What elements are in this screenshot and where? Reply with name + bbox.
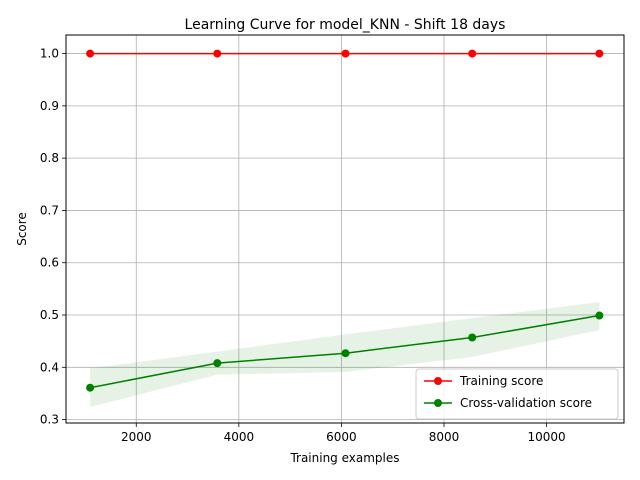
data-point <box>86 49 95 58</box>
data-point <box>468 49 477 58</box>
x-tick-label: 4000 <box>224 430 255 444</box>
series-points <box>86 49 604 392</box>
y-axis-ticks: 0.3 0.4 0.5 0.6 0.7 0.8 0.9 1.0 <box>40 47 66 427</box>
data-point <box>468 333 477 342</box>
y-tick-label: 0.8 <box>40 151 59 165</box>
x-tick-label: 6000 <box>326 430 357 444</box>
legend-box <box>415 368 619 420</box>
x-tick-label: 10000 <box>527 430 565 444</box>
chart-title: Learning Curve for model_KNN - Shift 18 … <box>185 17 506 33</box>
x-axis-ticks: 2000 4000 6000 8000 10000 <box>121 423 566 444</box>
legend-label: Training score <box>459 374 543 388</box>
plot-frame <box>65 34 625 424</box>
legend-marker <box>434 399 442 407</box>
legend: Training score Cross-validation score <box>415 368 619 420</box>
data-point <box>213 359 222 368</box>
data-point <box>595 49 604 58</box>
y-tick-label: 1.0 <box>40 47 59 61</box>
data-point <box>86 383 95 392</box>
data-point <box>341 349 350 358</box>
y-tick-label: 0.9 <box>40 99 59 113</box>
y-tick-label: 0.6 <box>40 256 59 270</box>
y-tick-label: 0.3 <box>40 413 59 427</box>
y-tick-label: 0.7 <box>40 203 59 217</box>
y-axis-label: Score <box>15 212 29 246</box>
data-point <box>213 49 222 58</box>
data-point <box>595 311 604 320</box>
legend-marker <box>434 377 442 385</box>
y-tick-label: 0.4 <box>40 360 59 374</box>
x-tick-label: 2000 <box>121 430 152 444</box>
x-tick-label: 8000 <box>429 430 460 444</box>
legend-label: Cross-validation score <box>460 396 592 410</box>
data-point <box>341 49 350 58</box>
x-axis-label: Training examples <box>289 451 399 465</box>
y-tick-label: 0.5 <box>40 308 59 322</box>
